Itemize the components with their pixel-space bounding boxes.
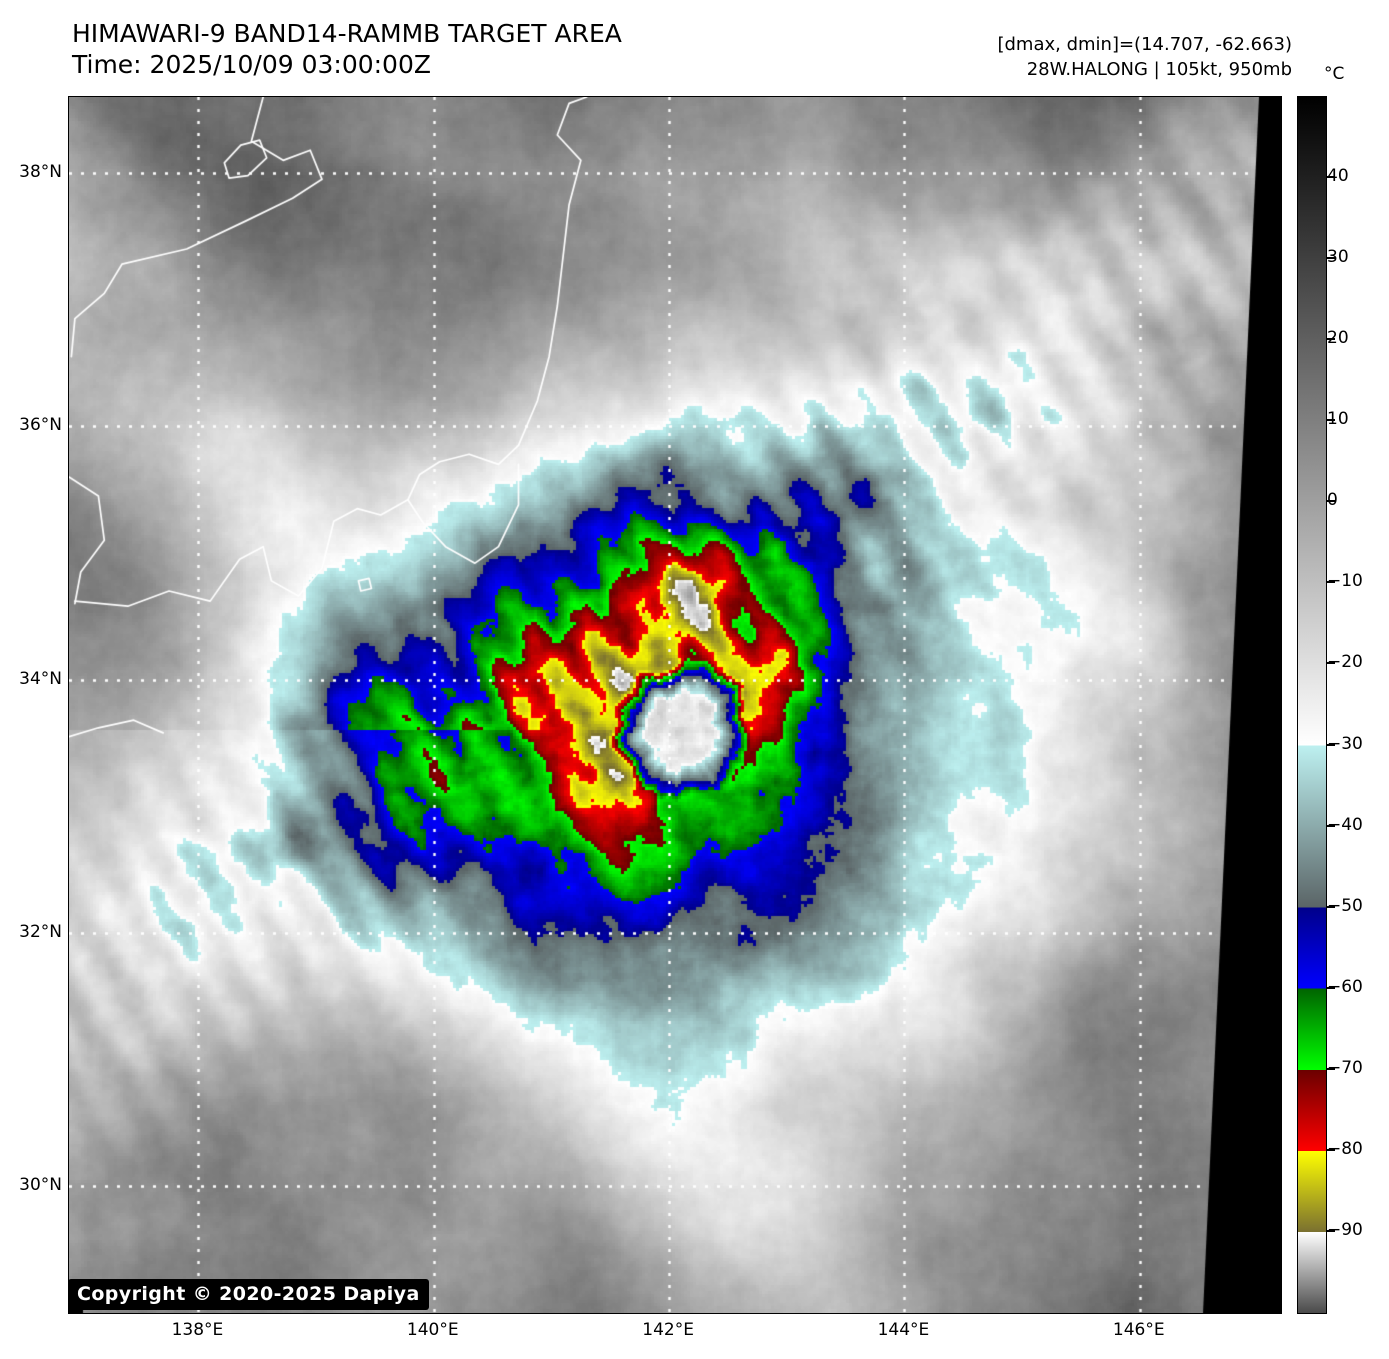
colorbar-gradient	[1298, 97, 1326, 1313]
colorbar-tick-label: 20	[1327, 328, 1349, 349]
colorbar-tick-label: −90	[1327, 1219, 1363, 1240]
dminmax-text: [dmax, dmin]=(14.707, -62.663)	[997, 34, 1292, 55]
lon-tick-label: 144°E	[877, 1320, 930, 1340]
metadata-block: [dmax, dmin]=(14.707, -62.663) 28W.HALON…	[997, 32, 1292, 82]
lat-tick-label: 32°N	[19, 922, 62, 942]
colorbar-unit-label: °C	[1324, 64, 1345, 84]
colorbar-tick-mark	[1326, 1067, 1335, 1070]
colorbar-tick-mark	[1326, 986, 1335, 989]
colorbar-tick-mark	[1326, 257, 1335, 260]
lon-tick-label: 142°E	[642, 1320, 694, 1340]
colorbar-tick-label: 10	[1327, 409, 1349, 430]
colorbar-tick-mark	[1326, 419, 1335, 422]
colorbar-tick-label: −60	[1327, 976, 1363, 997]
colorbar-tick-mark	[1326, 1229, 1335, 1232]
lon-tick-label: 138°E	[171, 1320, 224, 1340]
lat-tick-label: 36°N	[19, 415, 62, 436]
colorbar-tick-label: −50	[1327, 895, 1363, 916]
storm-info-text: 28W.HALONG | 105kt, 950mb	[1026, 59, 1292, 80]
colorbar-tick-mark	[1326, 905, 1335, 908]
colorbar-tick-label: −20	[1327, 652, 1363, 673]
colorbar-tick-label: −30	[1327, 733, 1363, 754]
colorbar-tick-mark	[1326, 743, 1335, 746]
lat-tick-label: 34°N	[19, 668, 62, 689]
lon-tick-label: 140°E	[406, 1320, 459, 1340]
colorbar-tick-mark	[1326, 1148, 1335, 1151]
colorbar-tick-label: −40	[1327, 814, 1363, 835]
timestamp-line: Time: 2025/10/09 03:00:00Z	[72, 50, 431, 79]
satellite-image-plot	[68, 96, 1282, 1314]
lat-tick-label: 38°N	[19, 162, 62, 182]
colorbar-tick-label: 40	[1327, 166, 1349, 187]
colorbar-tick-label: −70	[1327, 1057, 1363, 1078]
colorbar-tick-label: 0	[1327, 490, 1338, 511]
page-title: HIMAWARI-9 BAND14-RAMMB TARGET AREA	[72, 19, 622, 48]
colorbar-tick-label: 30	[1327, 247, 1349, 268]
temperature-colorbar	[1297, 96, 1327, 1314]
copyright-banner: Copyright © 2020-2025 Dapiya	[68, 1279, 429, 1310]
colorbar-tick-label: −10	[1327, 571, 1363, 592]
lat-tick-label: 30°N	[19, 1175, 62, 1196]
satellite-image-canvas	[69, 97, 1281, 1313]
lon-tick-label: 146°E	[1112, 1320, 1165, 1340]
colorbar-tick-label: −80	[1327, 1138, 1363, 1159]
colorbar-tick-mark	[1326, 338, 1335, 341]
colorbar-tick-mark	[1326, 662, 1335, 665]
colorbar-tick-mark	[1326, 824, 1335, 827]
header-title-block: HIMAWARI-9 BAND14-RAMMB TARGET AREA Time…	[72, 18, 622, 80]
colorbar-tick-mark	[1326, 581, 1335, 584]
colorbar-tick-mark	[1326, 176, 1335, 179]
colorbar-tick-mark	[1326, 500, 1335, 503]
